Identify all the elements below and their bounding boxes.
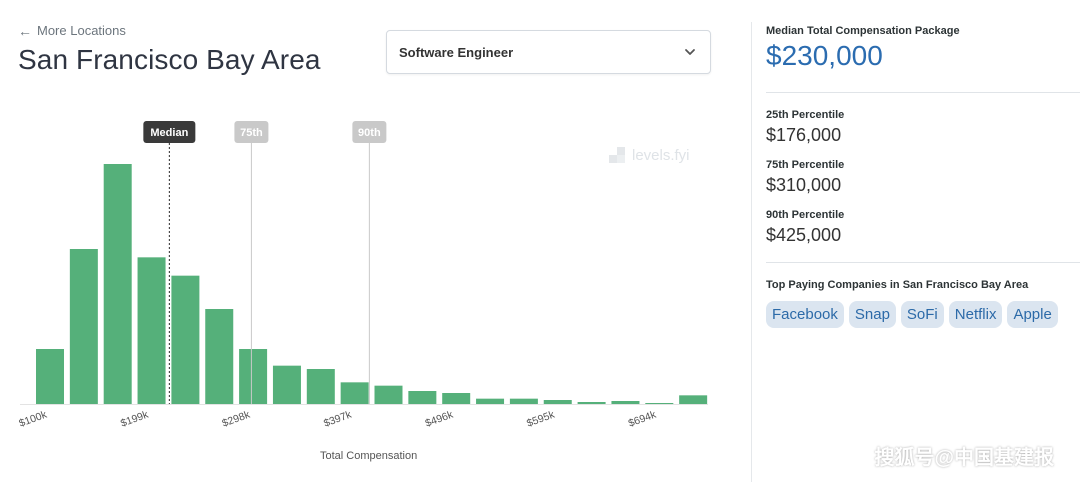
histogram-bar bbox=[577, 402, 606, 404]
histogram-bar bbox=[69, 249, 98, 404]
histogram-bar bbox=[239, 349, 268, 404]
histogram-bar bbox=[137, 257, 166, 404]
more-locations-link[interactable]: ← More Locations bbox=[18, 23, 126, 38]
percentile-marker-badge bbox=[234, 121, 269, 143]
x-tick-label: $595k bbox=[525, 408, 557, 429]
histogram-bar bbox=[306, 369, 335, 404]
percentile-75-label: 75th Percentile bbox=[766, 159, 845, 171]
arrow-left-icon: ← bbox=[18, 22, 32, 39]
percentile-90-value: $425,000 bbox=[766, 225, 842, 245]
histogram-bar bbox=[103, 164, 132, 404]
watermark-text: levels.fyi bbox=[632, 146, 690, 164]
histogram-bar bbox=[374, 385, 403, 404]
histogram-bar bbox=[171, 275, 200, 404]
company-chip-netflix[interactable]: Netflix bbox=[948, 301, 1003, 328]
more-locations-label: More Locations bbox=[37, 23, 126, 38]
x-tick-label: $298k bbox=[221, 408, 253, 429]
histogram-bar bbox=[205, 309, 234, 404]
histogram-bar bbox=[442, 393, 471, 404]
sidebar-divider bbox=[751, 22, 752, 482]
histogram-bar bbox=[509, 398, 538, 404]
company-chip-apple[interactable]: Apple bbox=[1007, 301, 1058, 328]
percentile-25-label: 25th Percentile bbox=[766, 109, 845, 121]
top-companies-list: Facebook Snap SoFi Netflix Apple bbox=[766, 301, 1058, 328]
histogram-bar bbox=[679, 395, 708, 404]
x-tick-label: $199k bbox=[119, 408, 151, 429]
percentile-marker-badge bbox=[352, 121, 387, 143]
source-watermark: 搜狐号@中国基建报 bbox=[874, 447, 1054, 469]
histogram-bar bbox=[611, 401, 640, 404]
percentile-marker-badge bbox=[143, 121, 196, 143]
percentile-90-label: 90th Percentile bbox=[766, 209, 845, 221]
median-compensation-value: $230,000 bbox=[766, 40, 883, 71]
chevron-down-icon bbox=[685, 49, 695, 55]
percentile-marker-label: 90th bbox=[358, 127, 381, 139]
histogram-bar bbox=[340, 382, 369, 404]
histogram-bar bbox=[36, 349, 64, 404]
percentile-75-value: $310,000 bbox=[766, 175, 842, 195]
compensation-histogram: $100k $199k $298k $397k $496k $595k $694k Media… bbox=[0, 110, 740, 482]
levels-fyi-watermark: levels.fyi bbox=[608, 146, 690, 164]
x-axis-title: Total Compensation bbox=[320, 450, 418, 462]
histogram-bar bbox=[543, 400, 572, 404]
histogram-bar bbox=[476, 398, 505, 404]
company-chip-snap[interactable]: Snap bbox=[848, 301, 896, 328]
histogram-bar bbox=[408, 391, 437, 404]
divider bbox=[766, 262, 1080, 263]
x-tick-label: $496k bbox=[424, 408, 456, 429]
job-title-select[interactable]: Software Engineer bbox=[386, 30, 711, 74]
x-tick-label: $397k bbox=[322, 408, 354, 429]
histogram-svg: $100k $199k $298k $397k $496k $595k $694k Media… bbox=[17, 121, 708, 430]
divider bbox=[766, 92, 1080, 93]
histogram-bar bbox=[645, 403, 674, 404]
page-title: San Francisco Bay Area bbox=[18, 44, 321, 75]
percentile-marker-label: 75th bbox=[240, 127, 263, 139]
percentile-25-value: $176,000 bbox=[766, 125, 842, 145]
median-compensation-label: Median Total Compensation Package bbox=[766, 25, 960, 37]
x-tick-label: $100k bbox=[17, 408, 49, 429]
percentile-marker-label: Median bbox=[150, 127, 188, 139]
company-chip-facebook[interactable]: Facebook bbox=[766, 301, 844, 328]
x-tick-label: $694k bbox=[627, 408, 659, 429]
histogram-bar bbox=[272, 365, 301, 404]
top-companies-label: Top Paying Companies in San Francisco Ba… bbox=[766, 279, 1029, 291]
job-title-select-value: Software Engineer bbox=[399, 44, 514, 60]
levels-logo-icon bbox=[609, 147, 625, 163]
company-chip-sofi[interactable]: SoFi bbox=[900, 301, 944, 328]
